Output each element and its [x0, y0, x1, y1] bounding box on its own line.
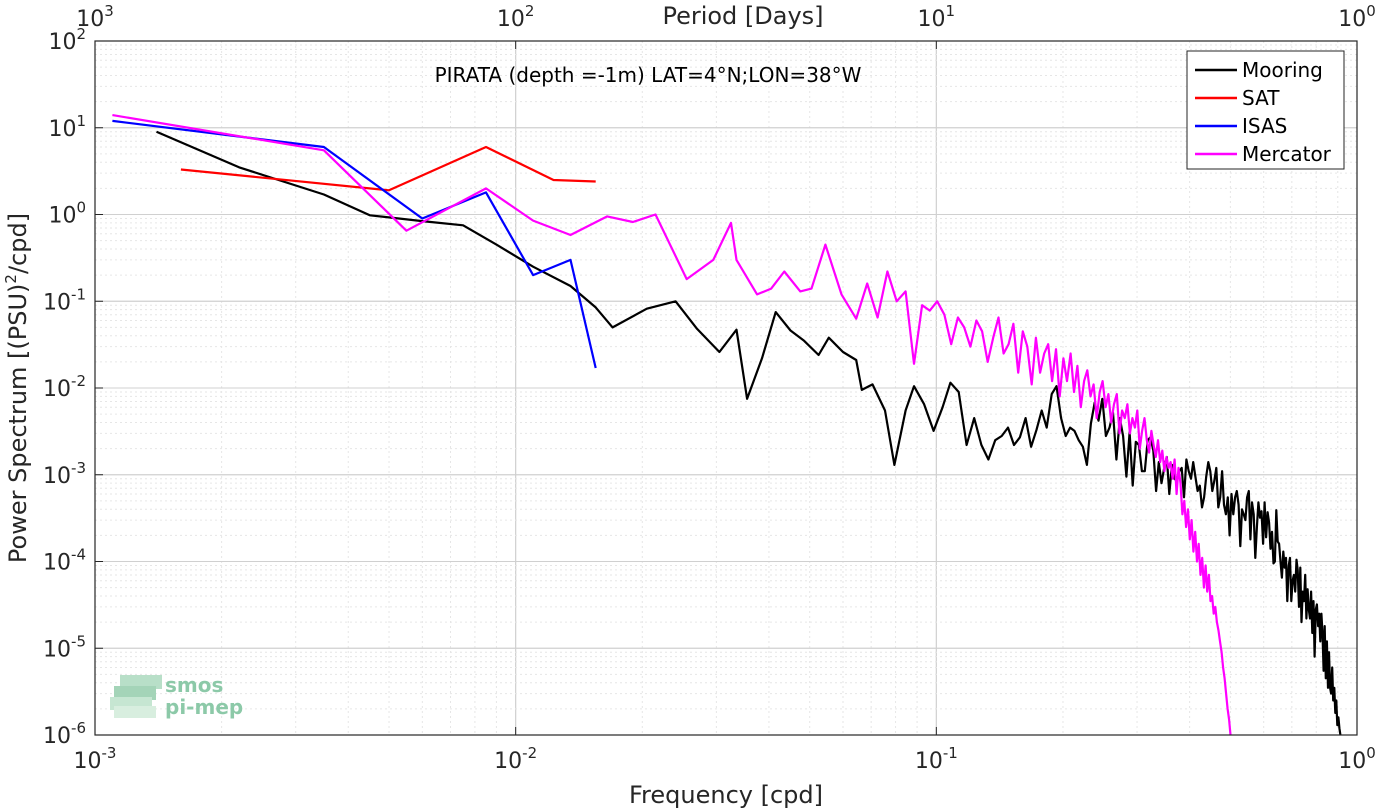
- top-tick-label: 103: [76, 2, 114, 32]
- legend-label-mercator: Mercator: [1242, 142, 1332, 166]
- legend: Mooring SAT ISAS Mercator: [1186, 50, 1345, 170]
- y-axis-label-tail: /cpd]: [4, 213, 32, 274]
- top-axis-label: Period [Days]: [662, 2, 823, 30]
- series-line-mercator: [112, 114, 1232, 736]
- legend-label-sat: SAT: [1242, 86, 1280, 110]
- x-tick-label: 10-1: [915, 744, 958, 774]
- y-tick-label: 102: [48, 25, 86, 55]
- y-tick-label: 10-2: [43, 372, 86, 402]
- legend-label-isas: ISAS: [1242, 114, 1287, 138]
- top-tick-label: 101: [918, 2, 956, 32]
- logo-mark: [110, 675, 162, 718]
- y-tick-label: 10-3: [43, 459, 86, 489]
- y-tick-label: 10-6: [43, 719, 86, 749]
- x-tick-label: 10-3: [74, 744, 117, 774]
- chart-title: PIRATA (depth =-1m) LAT=4°N;LON=38°W: [435, 63, 862, 87]
- y-tick-label: 101: [48, 112, 86, 142]
- y-tick-label: 100: [48, 199, 86, 229]
- logo-line-2: pi-mep: [165, 695, 243, 719]
- y-axis-label-main: Power Spectrum [(PSU): [4, 284, 32, 563]
- x-tick-label: 10-2: [494, 744, 537, 774]
- y-axis-label: Power Spectrum [(PSU)2/cpd]: [2, 213, 32, 563]
- top-tick-label: 100: [1338, 2, 1376, 32]
- x-axis-label: Frequency [cpd]: [629, 781, 823, 809]
- series-line-mooring: [156, 130, 1342, 736]
- top-tick-label: 102: [497, 2, 535, 32]
- y-axis-label-sup: 2: [2, 274, 20, 284]
- y-tick-label: 10-1: [43, 285, 86, 315]
- series-line-sat: [180, 145, 596, 192]
- y-tick-label: 10-4: [43, 546, 86, 576]
- smos-pi-mep-logo: smos pi-mep: [110, 673, 243, 719]
- series-layer: [112, 114, 1342, 736]
- legend-label-mooring: Mooring: [1242, 58, 1323, 82]
- series-line-isas: [112, 119, 597, 369]
- logo-line-1: smos: [165, 673, 223, 697]
- y-tick-label: 10-5: [43, 632, 86, 662]
- x-tick-label: 100: [1338, 744, 1376, 774]
